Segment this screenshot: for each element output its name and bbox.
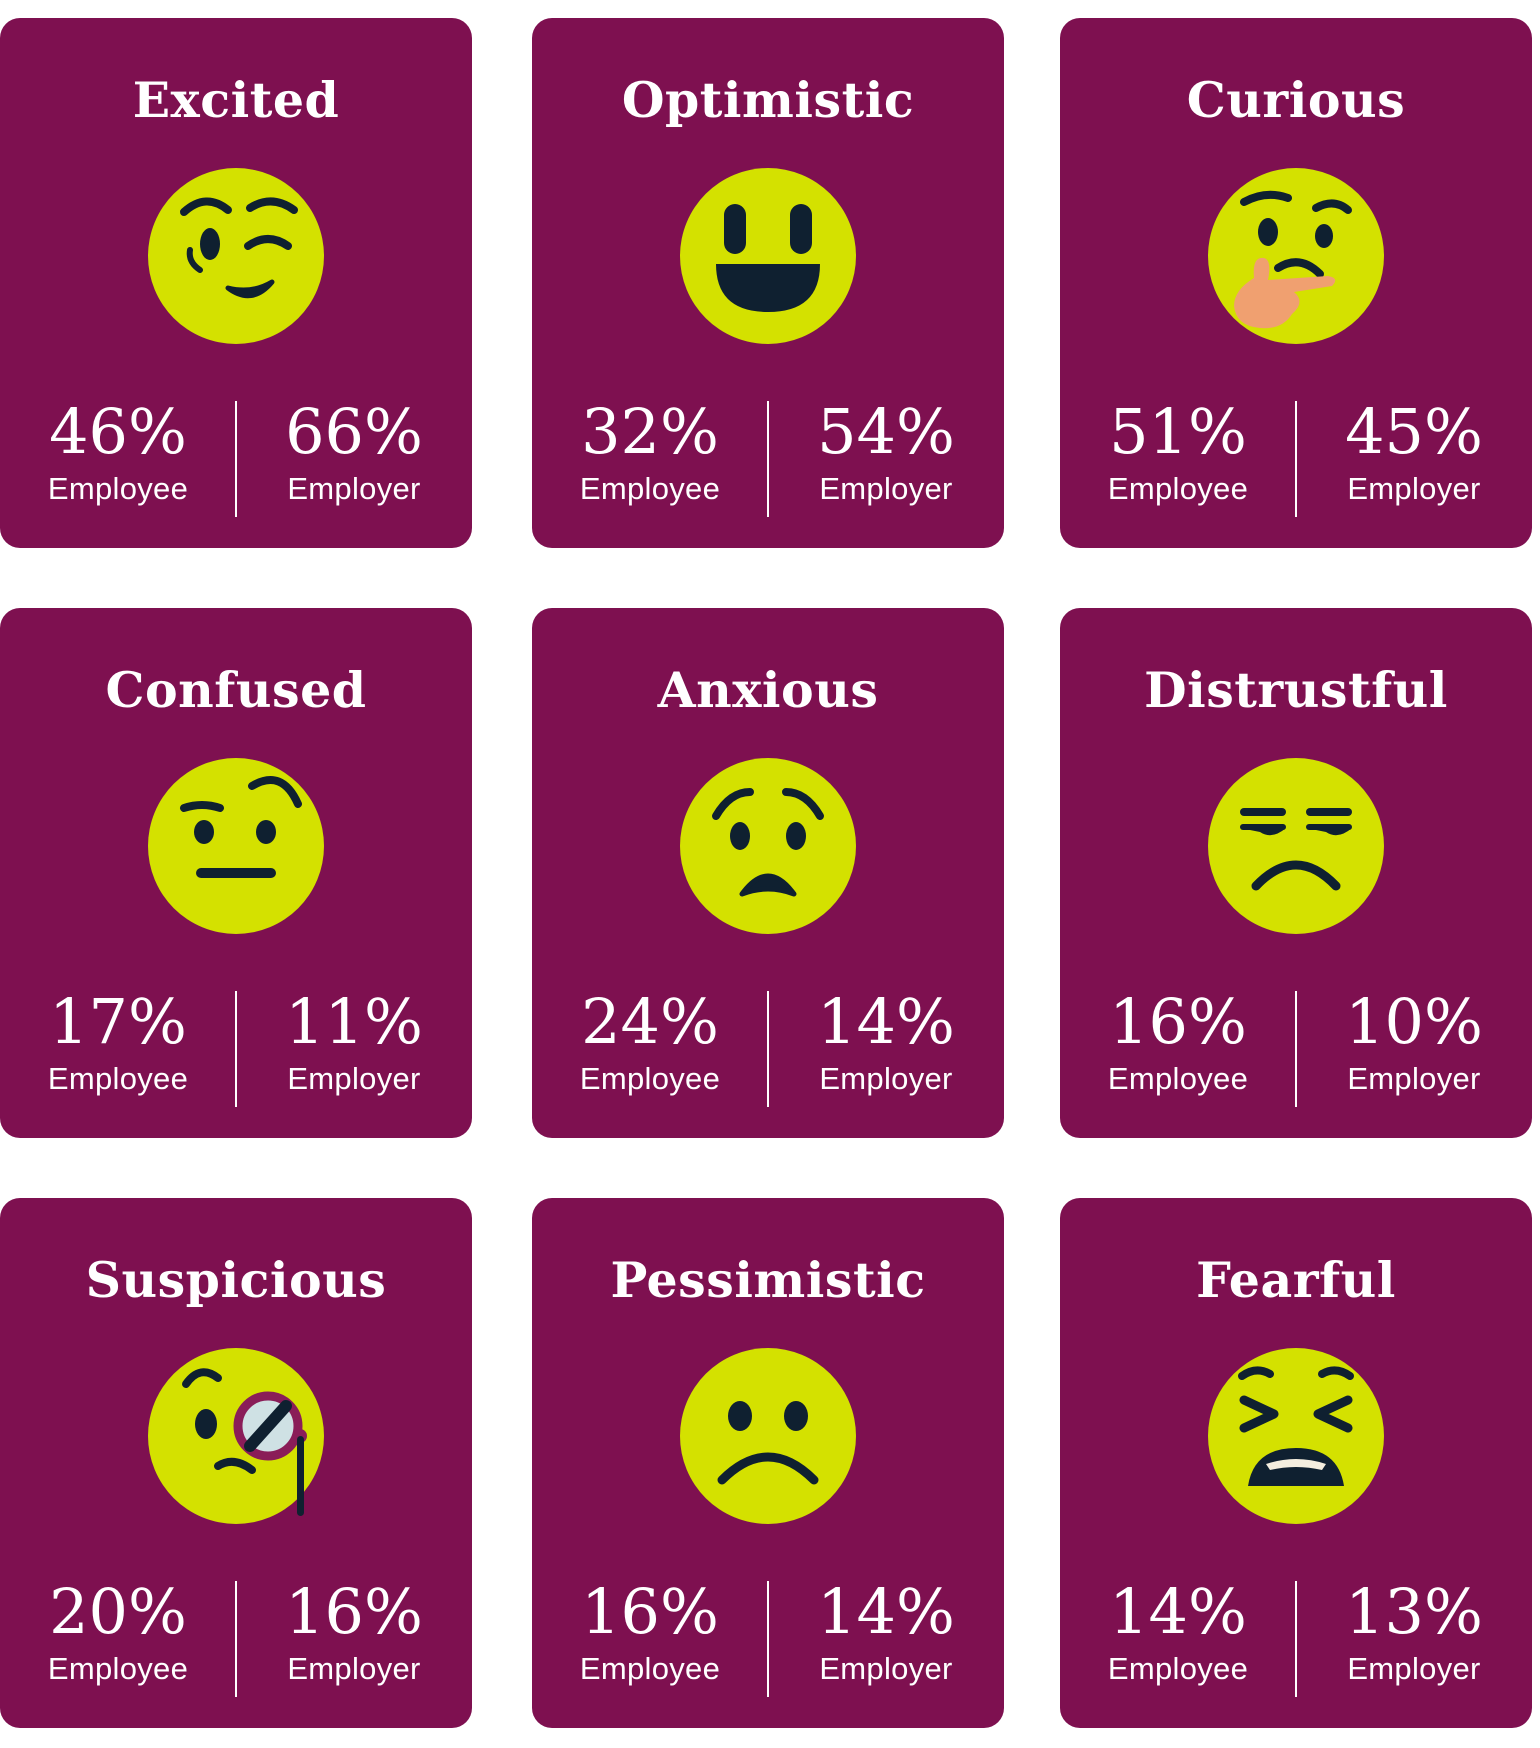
divider [767, 401, 769, 517]
employee-label: Employee [579, 1651, 721, 1686]
stats: 46% Employee 66% Employer [0, 401, 472, 521]
employee-value: 14% [1109, 1575, 1247, 1648]
employer-value: 14% [817, 985, 955, 1058]
employer-label: Employer [819, 1651, 953, 1686]
employee-stat: 16% Employee [1060, 985, 1296, 1096]
employer-value: 45% [1345, 395, 1483, 468]
card-title: Confused [105, 661, 367, 719]
emotion-card-excited: Excited 46% Employee 66% Employer [0, 18, 472, 548]
emotion-card-suspicious: Suspicious 20% Employee 16% Employer [0, 1198, 472, 1728]
employee-value: 16% [581, 1575, 719, 1648]
employee-value: 16% [1109, 985, 1247, 1058]
employer-stat: 11% Employer [236, 985, 472, 1096]
employee-stat: 20% Employee [0, 1575, 236, 1686]
divider [767, 1581, 769, 1697]
employee-label: Employee [579, 1061, 721, 1096]
divider [235, 401, 237, 517]
employer-stat: 54% Employer [768, 395, 1004, 506]
employer-stat: 66% Employer [236, 395, 472, 506]
divider [235, 1581, 237, 1697]
emotion-card-curious: Curious 51% Employee 45% Employer [1060, 18, 1532, 548]
emotion-card-distrustful: Distrustful 16% Employee 10% Employer [1060, 608, 1532, 1138]
emotion-card-anxious: Anxious 24% Employee 14% Employer [532, 608, 1004, 1138]
employer-label: Employer [1347, 1061, 1481, 1096]
employer-value: 14% [817, 1575, 955, 1648]
frowning-face-icon [680, 1338, 856, 1534]
employee-label: Employee [1107, 471, 1249, 506]
employer-value: 10% [1345, 985, 1483, 1058]
employer-stat: 45% Employer [1296, 395, 1532, 506]
employee-value: 24% [581, 985, 719, 1058]
employer-stat: 14% Employer [768, 985, 1004, 1096]
employer-stat: 16% Employer [236, 1575, 472, 1686]
employer-value: 16% [285, 1575, 423, 1648]
emotion-card-confused: Confused 17% Employee 11% Employer [0, 608, 472, 1138]
employee-stat: 51% Employee [1060, 395, 1296, 506]
employer-label: Employer [819, 1061, 953, 1096]
employer-value: 66% [285, 395, 423, 468]
thinking-face-icon [1208, 158, 1384, 354]
monocle-face-icon [148, 1338, 324, 1534]
employer-value: 11% [285, 985, 423, 1058]
stats: 14% Employee 13% Employer [1060, 1581, 1532, 1701]
employee-stat: 46% Employee [0, 395, 236, 506]
tired-face-icon [1208, 1338, 1384, 1534]
employee-value: 20% [49, 1575, 187, 1648]
employee-stat: 17% Employee [0, 985, 236, 1096]
card-title: Distrustful [1144, 661, 1448, 719]
stats: 16% Employee 10% Employer [1060, 991, 1532, 1111]
emotion-card-optimistic: Optimistic 32% Employee 54% Employer [532, 18, 1004, 548]
employer-label: Employer [1347, 471, 1481, 506]
emotion-card-pessimistic: Pessimistic 16% Employee 14% Employer [532, 1198, 1004, 1728]
employer-stat: 13% Employer [1296, 1575, 1532, 1686]
stats: 24% Employee 14% Employer [532, 991, 1004, 1111]
divider [235, 991, 237, 1107]
employer-label: Employer [287, 1651, 421, 1686]
employee-stat: 16% Employee [532, 1575, 768, 1686]
employer-stat: 14% Employer [768, 1575, 1004, 1686]
grinning-face-icon [680, 158, 856, 354]
stats: 20% Employee 16% Employer [0, 1581, 472, 1701]
employee-value: 51% [1109, 395, 1247, 468]
card-title: Fearful [1196, 1251, 1396, 1309]
employee-value: 32% [581, 395, 719, 468]
employee-label: Employee [47, 1061, 189, 1096]
stats: 32% Employee 54% Employer [532, 401, 1004, 521]
stats: 17% Employee 11% Employer [0, 991, 472, 1111]
employer-label: Employer [1347, 1651, 1481, 1686]
card-title: Suspicious [85, 1251, 387, 1309]
card-title: Optimistic [621, 71, 915, 129]
employee-label: Employee [47, 1651, 189, 1686]
divider [767, 991, 769, 1107]
card-title: Anxious [657, 661, 879, 719]
employee-stat: 14% Employee [1060, 1575, 1296, 1686]
employee-stat: 24% Employee [532, 985, 768, 1096]
employer-label: Employer [287, 471, 421, 506]
employee-value: 46% [49, 395, 187, 468]
emotion-card-fearful: Fearful 14% Employee 13% Employer [1060, 1198, 1532, 1728]
employer-stat: 10% Employer [1296, 985, 1532, 1096]
unamused-face-icon [1208, 748, 1384, 944]
employee-label: Employee [1107, 1061, 1249, 1096]
card-title: Pessimistic [610, 1251, 926, 1309]
card-title: Curious [1186, 71, 1406, 129]
employee-label: Employee [579, 471, 721, 506]
stats: 51% Employee 45% Employer [1060, 401, 1532, 521]
employer-label: Employer [287, 1061, 421, 1096]
employer-value: 13% [1345, 1575, 1483, 1648]
employer-label: Employer [819, 471, 953, 506]
divider [1295, 1581, 1297, 1697]
employee-label: Employee [1107, 1651, 1249, 1686]
employee-value: 17% [49, 985, 187, 1058]
divider [1295, 991, 1297, 1107]
employee-stat: 32% Employee [532, 395, 768, 506]
employee-label: Employee [47, 471, 189, 506]
card-title: Excited [132, 71, 340, 129]
worried-face-icon [680, 748, 856, 944]
winking-face-icon [148, 158, 324, 354]
divider [1295, 401, 1297, 517]
employer-value: 54% [817, 395, 955, 468]
raised-eyebrow-face-icon [148, 748, 324, 944]
stats: 16% Employee 14% Employer [532, 1581, 1004, 1701]
